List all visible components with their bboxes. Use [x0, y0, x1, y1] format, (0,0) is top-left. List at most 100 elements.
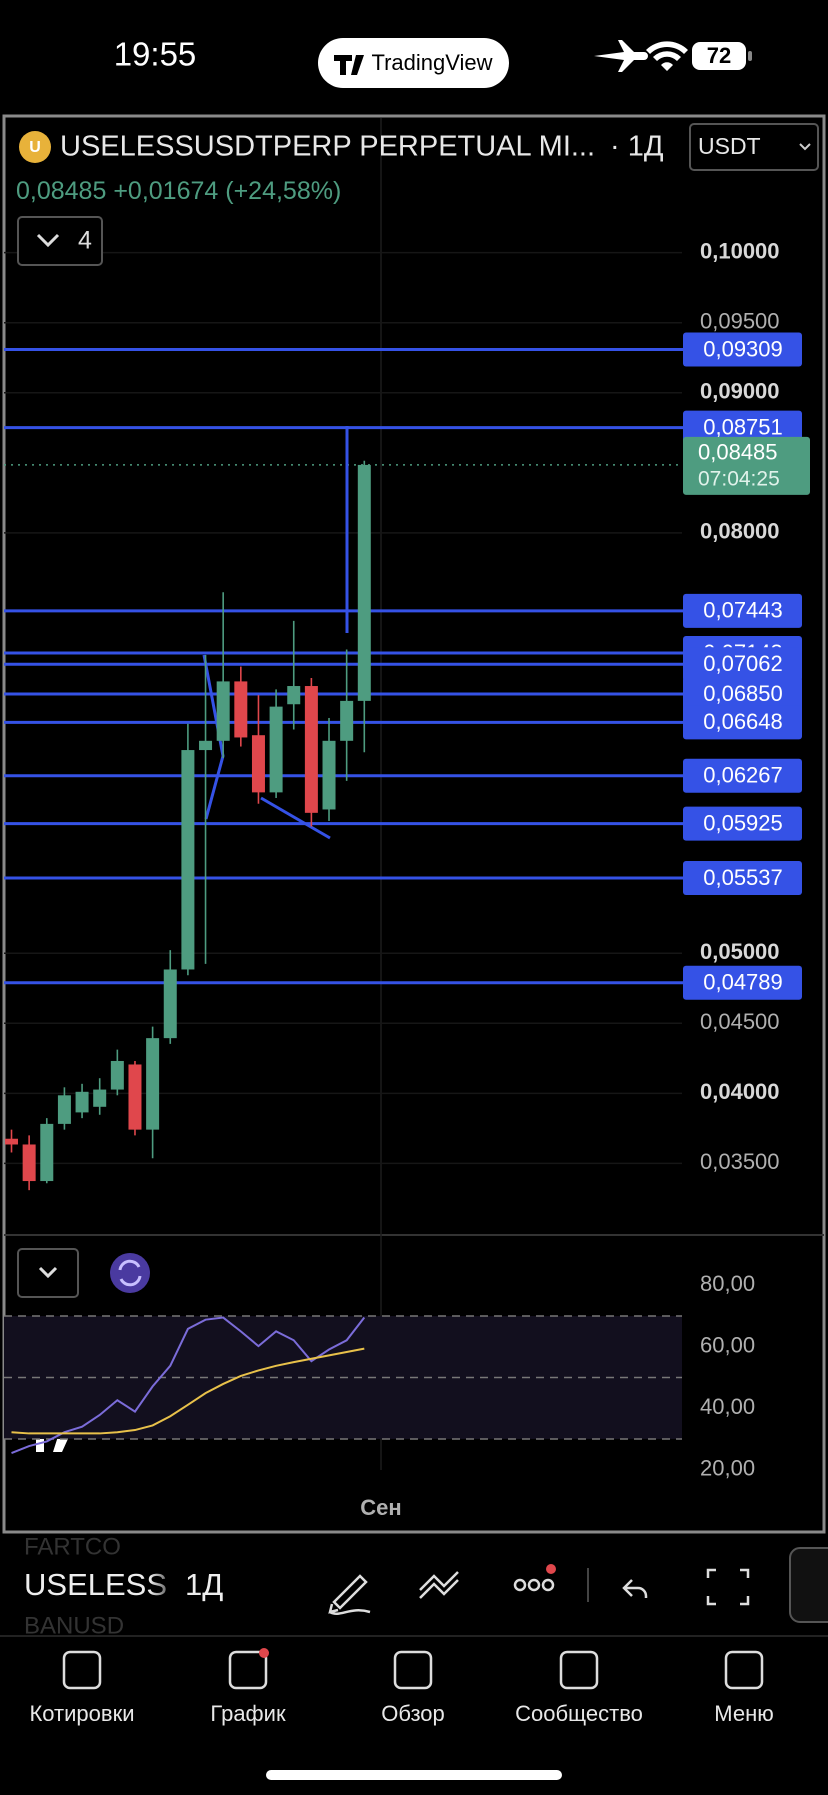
- more-dot: [541, 1578, 555, 1592]
- battery: [692, 42, 746, 70]
- currency: USDT: [698, 133, 761, 159]
- tab-label[interactable]: Котировки: [29, 1701, 134, 1726]
- side-panel[interactable]: [789, 1547, 828, 1623]
- tab-bar: Котировки График Обзор Сообщество Меню: [29, 1648, 774, 1726]
- battery-level: 72: [707, 43, 731, 68]
- level-label: 0,07443: [703, 598, 783, 623]
- drawing: [260, 796, 331, 840]
- symbol-icon-glyph: U: [29, 139, 41, 156]
- symbol-icon: [19, 131, 51, 163]
- candle-body: [75, 1091, 89, 1113]
- level-label: 0,08751: [703, 414, 783, 439]
- level-label-box: [683, 593, 802, 628]
- rsi-tick-label: 60,00: [700, 1333, 755, 1358]
- app-name: TradingView: [371, 50, 492, 75]
- last: 0,08485: [16, 177, 106, 205]
- toolbar-symbol[interactable]: USELESS: [24, 1567, 167, 1602]
- level-label-box: [683, 677, 802, 712]
- level-label: 0,04789: [703, 970, 783, 995]
- candle-body: [340, 700, 354, 741]
- level-label-box: [683, 647, 802, 682]
- airplane-icon: [594, 40, 648, 72]
- trend-tool[interactable]: [419, 1571, 459, 1599]
- y-tick-label: 0,10000: [700, 238, 780, 263]
- fade: [150, 1540, 180, 1630]
- tab-icon: [393, 1650, 433, 1690]
- chevron: [38, 1266, 58, 1279]
- draw-tool[interactable]: [328, 1574, 371, 1615]
- y-tick-label: 0,03500: [700, 1149, 780, 1174]
- refresh-icon: [118, 1259, 142, 1287]
- candle-body: [146, 1038, 160, 1130]
- tab-icon: [62, 1650, 102, 1690]
- tab-label[interactable]: Сообщество: [515, 1701, 643, 1726]
- candle-body: [40, 1123, 54, 1182]
- level-label-box: [683, 332, 802, 367]
- level-label: 0,09309: [703, 336, 783, 361]
- more-dot[interactable]: [513, 1578, 527, 1592]
- candle-body: [251, 735, 265, 793]
- candle-body: [216, 681, 230, 741]
- tab-icon: [228, 1650, 268, 1690]
- candle-body: [199, 740, 213, 751]
- level-label: 0,06267: [703, 763, 783, 788]
- candle-body: [110, 1060, 124, 1090]
- chevron: [36, 233, 60, 248]
- battery-cap: [748, 51, 752, 61]
- level-label: 0,05925: [703, 810, 783, 835]
- level-label-box: [683, 806, 802, 841]
- candle-body: [22, 1144, 36, 1182]
- level-label: 0,07062: [703, 651, 783, 676]
- tab-icon: [724, 1650, 764, 1690]
- candle-body: [93, 1089, 107, 1107]
- x-tick-label: Сен: [360, 1495, 401, 1520]
- rsi-line: [11, 1316, 366, 1455]
- candle-body: [357, 464, 371, 701]
- candle-body: [163, 969, 177, 1039]
- tab-label[interactable]: Обзор: [381, 1701, 445, 1726]
- level-label-box: [683, 860, 802, 895]
- logo: [334, 55, 364, 75]
- tab-label[interactable]: График: [210, 1701, 286, 1726]
- tab-label[interactable]: Меню: [714, 1701, 773, 1726]
- rsi-tick-label: 80,00: [700, 1271, 755, 1296]
- candle-body: [269, 706, 283, 793]
- indicators-count: 4: [78, 227, 92, 255]
- badge: [546, 1564, 556, 1574]
- last-price-label: 0,08485: [698, 440, 778, 465]
- candle-body: [322, 740, 336, 810]
- levels: [4, 347, 683, 985]
- toolbar-interval[interactable]: 1Д: [185, 1567, 223, 1602]
- more-dot: [527, 1578, 541, 1592]
- y-tick-label: 0,08000: [700, 519, 780, 544]
- change-pct: (+24,58%): [225, 177, 341, 205]
- indicators-toggle[interactable]: [17, 216, 103, 266]
- badge: [259, 1648, 269, 1658]
- interval: · 1Д: [610, 131, 664, 163]
- fullscreen[interactable]: [706, 1568, 750, 1606]
- candle-body: [287, 686, 301, 705]
- symbol: USELESSUSDTPERP PERPETUAL MI...: [60, 131, 595, 163]
- y-tick-label: 0,09500: [700, 309, 780, 334]
- app-pill: [318, 38, 509, 88]
- home-indicator: [266, 1770, 562, 1780]
- candle-body: [304, 686, 318, 813]
- y-tick-label: 0,09000: [700, 379, 780, 404]
- undo[interactable]: [622, 1579, 648, 1598]
- level-label: 0,05537: [703, 865, 783, 890]
- currency-select[interactable]: [689, 123, 819, 171]
- level-label-box: [683, 705, 802, 740]
- y-tick-label: 0,04500: [700, 1009, 780, 1034]
- wifi-icon: [646, 41, 688, 71]
- y-tick-label: 0,05000: [700, 939, 780, 964]
- grid: [4, 251, 682, 1165]
- level-label: 0,06648: [703, 709, 783, 734]
- refresh-button[interactable]: [110, 1253, 150, 1293]
- last-price: 0,08485 +0,01674 (+24,58%): [16, 177, 341, 205]
- candles: [5, 460, 371, 1191]
- pane-toggle[interactable]: [17, 1248, 79, 1298]
- candle-body: [5, 1138, 18, 1145]
- y-tick-label: 0,04000: [700, 1079, 780, 1104]
